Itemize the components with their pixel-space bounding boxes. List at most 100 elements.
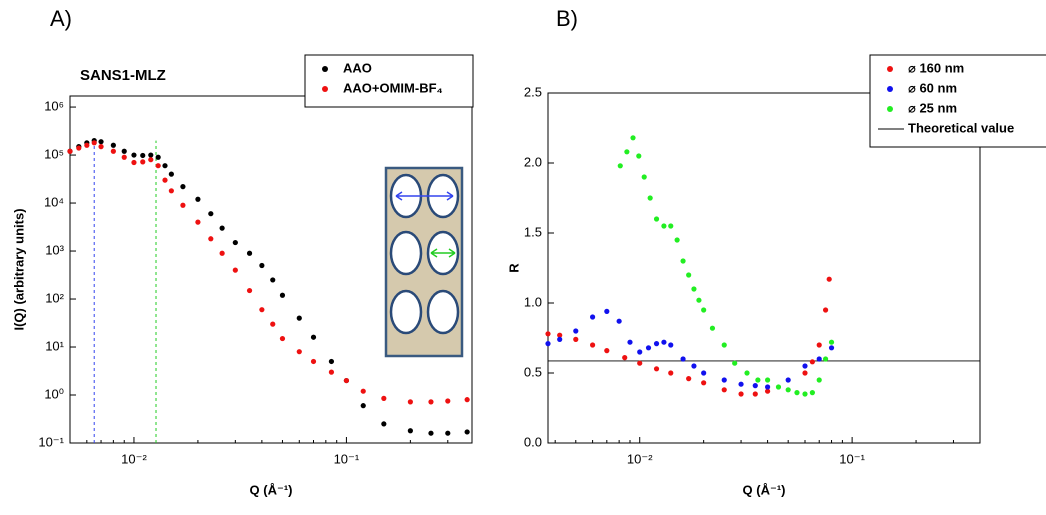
x-tick-label: 10⁻² (627, 451, 653, 466)
data-point (557, 336, 563, 342)
y-tick-label: 10⁴ (44, 194, 64, 209)
data-point (668, 342, 674, 348)
data-point (604, 348, 610, 354)
data-point (802, 391, 808, 397)
legend-marker (887, 66, 893, 72)
legend-marker (322, 86, 328, 92)
data-point (232, 267, 238, 273)
data-point (195, 219, 201, 225)
data-point (691, 363, 697, 369)
data-point (653, 216, 660, 222)
data-point (738, 391, 744, 397)
data-point (360, 388, 366, 394)
data-point (155, 163, 161, 169)
data-point (381, 421, 387, 427)
data-point (647, 195, 653, 201)
data-point (140, 159, 146, 165)
data-point (680, 356, 686, 362)
data-point (545, 331, 551, 337)
data-point (686, 272, 692, 278)
data-point (428, 399, 434, 405)
legend-label: AAO+OMIM-BF₄ (343, 80, 443, 95)
plot-frame (547, 92, 981, 444)
data-point (653, 366, 660, 372)
y-tick-label: 10³ (45, 242, 64, 257)
legend-marker (887, 86, 893, 92)
data-point (131, 152, 137, 158)
data-point (816, 342, 822, 348)
data-point (636, 153, 642, 159)
data-point (785, 377, 791, 383)
data-point (246, 250, 253, 256)
data-point (98, 139, 104, 145)
y-tick-label: 10⁵ (44, 146, 64, 161)
data-point (661, 223, 667, 229)
legend-label: ⌀ 25 nm (908, 100, 957, 115)
data-point (641, 174, 647, 180)
panel-label: A) (50, 6, 72, 31)
data-point (162, 177, 168, 183)
data-point (589, 314, 596, 320)
y-tick-label: 10⁶ (44, 98, 64, 113)
data-point (76, 145, 82, 151)
data-point (738, 381, 744, 387)
pore-inset (384, 166, 464, 358)
y-tick-label: 10² (45, 290, 64, 305)
data-point (828, 339, 835, 345)
legend-label: ⌀ 160 nm (908, 60, 964, 75)
data-point (445, 398, 451, 404)
data-point (155, 154, 161, 160)
data-point (270, 321, 276, 327)
data-point (616, 318, 622, 324)
data-point (794, 390, 800, 396)
y-tick-label: 10⁻¹ (38, 434, 64, 449)
data-point (645, 345, 652, 351)
data-point (428, 430, 434, 436)
panel: 10⁻² 10⁻¹ 0.0 0.5 1.0 1.5 2.0 2.5 Q (Å⁻¹) R B) ⌀ 16… (506, 6, 1046, 497)
data-point (622, 355, 628, 361)
data-point (701, 370, 707, 376)
data-point (279, 292, 286, 298)
data-point (744, 370, 750, 376)
data-point (121, 148, 127, 154)
data-point (775, 384, 782, 390)
data-point (752, 391, 758, 397)
x-tick-label: 10⁻¹ (334, 451, 360, 466)
data-point (674, 237, 680, 243)
data-point (822, 307, 829, 313)
data-point (680, 258, 686, 264)
data-point (816, 377, 822, 383)
data-point (208, 211, 214, 217)
y-tick-label: 2.0 (524, 154, 542, 169)
data-point (259, 262, 265, 269)
legend-label: AAO (343, 60, 372, 75)
data-point (701, 380, 707, 386)
data-point (180, 202, 186, 208)
plot-frame (69, 95, 473, 444)
y-tick-label: 0.0 (524, 434, 542, 449)
data-point (208, 236, 214, 242)
data-point (360, 403, 366, 409)
data-point (630, 135, 636, 141)
data-point (110, 142, 116, 148)
data-point (296, 315, 302, 321)
data-point (557, 332, 563, 338)
data-point (604, 308, 610, 314)
data-point (617, 163, 623, 169)
data-point (721, 342, 727, 348)
data-point (668, 370, 674, 376)
legend-marker (887, 106, 893, 112)
data-point (464, 429, 470, 435)
legend-label: Theoretical value (908, 120, 1014, 135)
data-point (732, 360, 738, 366)
data-point (752, 383, 758, 389)
data-point (573, 336, 579, 342)
data-point (195, 196, 201, 202)
data-point (310, 358, 317, 365)
data-point (545, 341, 551, 347)
x-axis-label: Q (Å⁻¹) (743, 482, 786, 497)
data-point (407, 399, 413, 405)
data-point (661, 339, 667, 345)
data-point (624, 149, 630, 155)
data-point (816, 356, 822, 362)
